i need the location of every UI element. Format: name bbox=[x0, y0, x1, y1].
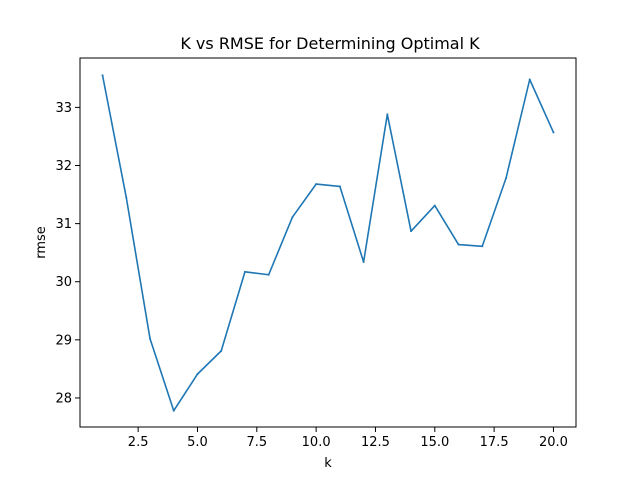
data-point bbox=[338, 185, 341, 188]
data-point bbox=[457, 243, 460, 246]
data-point bbox=[315, 183, 318, 186]
data-point bbox=[243, 270, 246, 273]
y-axis-label: rmse bbox=[34, 226, 49, 259]
data-point bbox=[504, 177, 507, 180]
data-point bbox=[433, 204, 436, 207]
x-tick-label: 12.5 bbox=[361, 435, 390, 450]
data-point bbox=[125, 196, 128, 199]
y-tick-label: 30 bbox=[55, 275, 72, 290]
y-tick-label: 31 bbox=[55, 217, 72, 232]
data-point bbox=[386, 113, 389, 116]
data-point bbox=[291, 216, 294, 219]
data-point bbox=[149, 337, 152, 340]
series-layer bbox=[101, 74, 555, 412]
chart-title: K vs RMSE for Determining Optimal K bbox=[180, 34, 480, 53]
data-point bbox=[552, 131, 555, 134]
data-point bbox=[220, 349, 223, 352]
data-point bbox=[267, 273, 270, 276]
x-tick-label: 5.0 bbox=[187, 435, 208, 450]
data-point bbox=[362, 260, 365, 263]
x-tick-label: 7.5 bbox=[246, 435, 267, 450]
x-tick-label: 10.0 bbox=[302, 435, 331, 450]
data-point bbox=[101, 74, 104, 77]
series-line bbox=[101, 74, 555, 412]
x-axis: 2.5 5.0 7.5 10.0 12.5 15.0 17.5 20.0 bbox=[128, 427, 568, 450]
y-axis: 28 29 30 31 32 33 bbox=[55, 101, 80, 406]
plot-frame bbox=[79, 57, 577, 428]
y-tick-label: 29 bbox=[55, 333, 72, 348]
x-tick-label: 15.0 bbox=[420, 435, 449, 450]
x-tick-label: 17.5 bbox=[480, 435, 509, 450]
data-point bbox=[196, 373, 199, 376]
x-tick-label: 2.5 bbox=[128, 435, 149, 450]
data-point bbox=[481, 245, 484, 248]
data-point bbox=[410, 230, 413, 233]
y-tick-label: 32 bbox=[55, 159, 72, 174]
x-tick-label: 20.0 bbox=[539, 435, 568, 450]
y-tick-label: 28 bbox=[55, 391, 72, 406]
data-point bbox=[172, 409, 175, 412]
x-axis-label: k bbox=[324, 456, 332, 471]
data-point bbox=[528, 78, 531, 81]
y-tick-label: 33 bbox=[55, 101, 72, 116]
